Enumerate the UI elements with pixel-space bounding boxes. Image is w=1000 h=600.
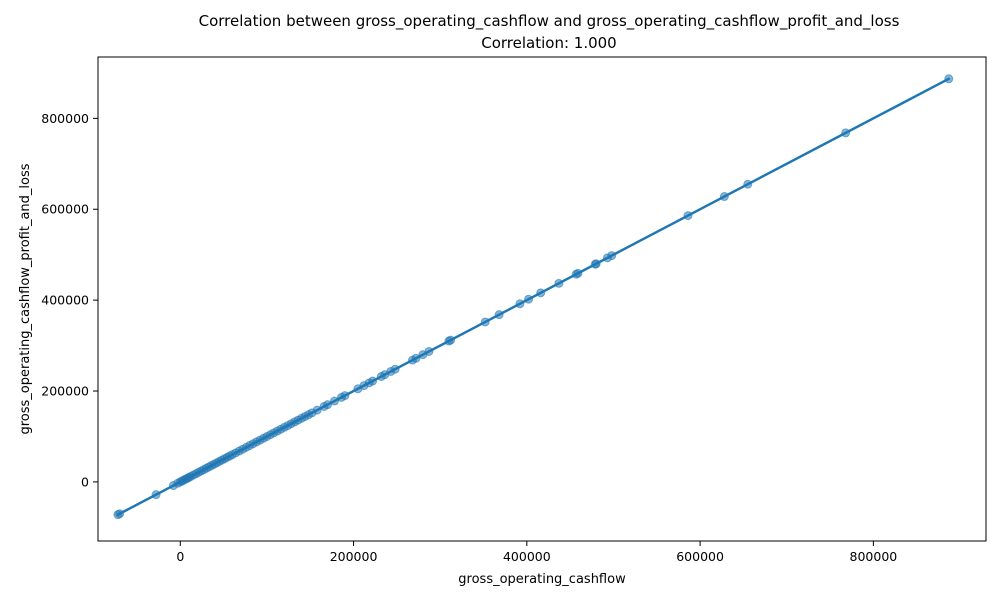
- y-tick-label: 0: [81, 474, 89, 489]
- x-tick-label: 600000: [676, 549, 724, 564]
- y-tick-label: 200000: [41, 384, 89, 399]
- plot-area-frame: [97, 56, 987, 542]
- regression-line: [116, 77, 950, 516]
- x-tick-label: 0: [176, 549, 184, 564]
- regression-line-layer: [116, 77, 950, 516]
- x-tick-label: 200000: [330, 549, 378, 564]
- chart-subtitle: Correlation: 1.000: [481, 34, 616, 52]
- x-axis: 0 200000 400000 600000 800000: [176, 541, 897, 564]
- y-axis-label: gross_operating_cashflow_profit_and_loss: [18, 163, 33, 434]
- x-tick-label: 400000: [503, 549, 551, 564]
- y-tick-label: 800000: [41, 111, 89, 126]
- y-axis: 0 200000 400000 600000 800000: [41, 111, 98, 489]
- x-tick-label: 800000: [850, 549, 898, 564]
- chart-title: Correlation between gross_operating_cash…: [199, 12, 900, 31]
- y-tick-label: 400000: [41, 293, 89, 308]
- x-axis-label: gross_operating_cashflow: [458, 572, 626, 587]
- y-tick-label: 600000: [41, 202, 89, 217]
